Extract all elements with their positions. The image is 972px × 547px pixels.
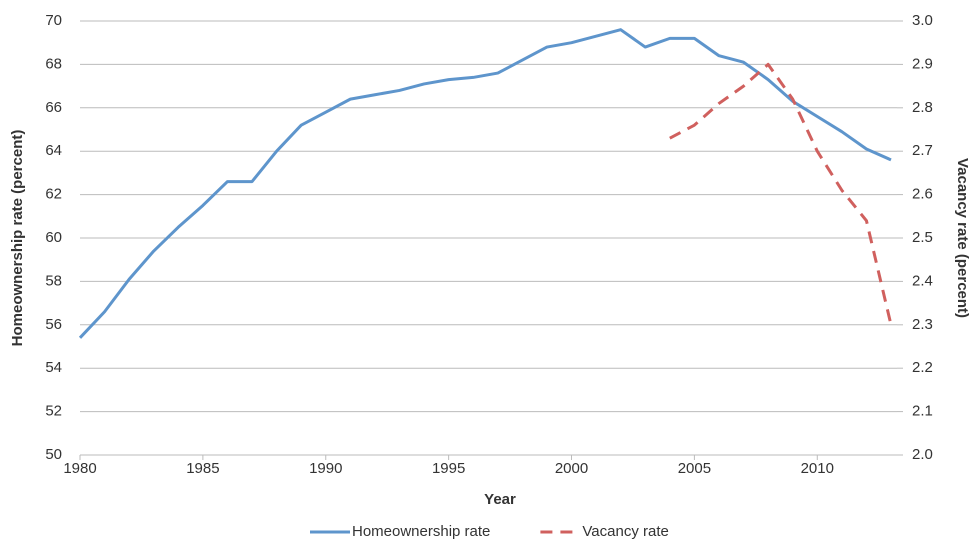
- y2-tick-label: 2.2: [912, 359, 933, 376]
- x-tick-label: 1995: [432, 460, 465, 477]
- x-axis-title: Year: [484, 491, 516, 508]
- y-tick-label: 64: [45, 142, 62, 159]
- y2-tick-label: 2.5: [912, 229, 933, 246]
- y-tick-label: 52: [45, 403, 62, 420]
- x-tick-label: 1985: [186, 460, 219, 477]
- x-tick-label: 2000: [555, 460, 588, 477]
- y2-tick-label: 2.7: [912, 142, 933, 159]
- y-tick-label: 62: [45, 186, 62, 203]
- y-tick-label: 60: [45, 229, 62, 246]
- y-tick-label: 50: [45, 446, 62, 463]
- y-axis-title: Homeownership rate (percent): [9, 130, 26, 347]
- y2-tick-label: 2.0: [912, 446, 933, 463]
- series-line: [669, 62, 893, 326]
- x-tick-label: 2010: [801, 460, 834, 477]
- y-tick-label: 68: [45, 55, 62, 72]
- y2-tick-label: 2.6: [912, 186, 933, 203]
- y2-tick-label: 2.1: [912, 403, 933, 420]
- y-tick-label: 54: [45, 359, 62, 376]
- y2-tick-label: 3.0: [912, 12, 933, 29]
- y-tick-label: 70: [45, 12, 62, 29]
- legend-label: Homeownership rate: [352, 523, 490, 540]
- legend-label: Vacancy rate: [582, 523, 668, 540]
- y2-tick-label: 2.3: [912, 316, 933, 333]
- x-tick-label: 1990: [309, 460, 342, 477]
- series-line: [78, 28, 892, 339]
- x-tick-label: 2005: [678, 460, 711, 477]
- y-tick-label: 66: [45, 99, 62, 116]
- y2-axis-title: Vacancy rate (percent): [954, 158, 971, 318]
- y-tick-label: 58: [45, 272, 62, 289]
- y2-tick-label: 2.9: [912, 55, 933, 72]
- y2-tick-label: 2.8: [912, 99, 933, 116]
- y2-tick-label: 2.4: [912, 272, 933, 289]
- y-tick-label: 56: [45, 316, 62, 333]
- x-tick-label: 1980: [63, 460, 96, 477]
